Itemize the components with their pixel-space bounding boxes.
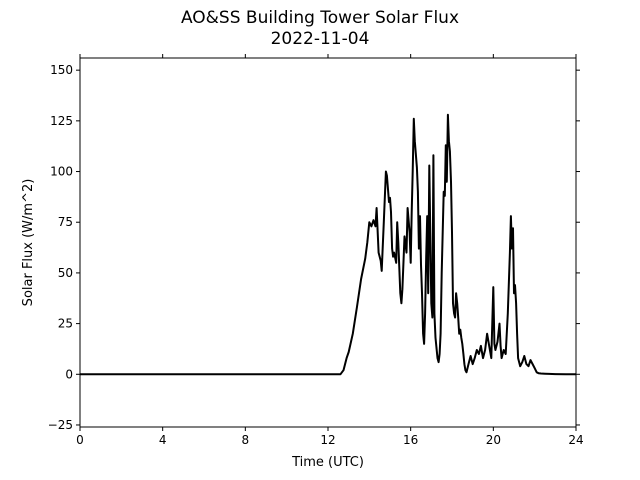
x-tick-label: 12 xyxy=(320,433,335,447)
y-axis-label: Solar Flux (W/m^2) xyxy=(21,179,36,307)
y-tick-label: −25 xyxy=(48,418,73,432)
y-tick-label: 100 xyxy=(50,165,73,179)
x-tick-label: 24 xyxy=(568,433,583,447)
y-tick-label: 75 xyxy=(58,215,73,229)
y-tick-label: 150 xyxy=(50,63,73,77)
x-tick-label: 8 xyxy=(242,433,250,447)
axes-frame xyxy=(79,57,577,428)
y-tick-label: 50 xyxy=(58,266,73,280)
y-tick-label: 0 xyxy=(65,367,73,381)
x-tick-label: 20 xyxy=(486,433,501,447)
x-tick-label: 4 xyxy=(159,433,167,447)
series-line xyxy=(80,113,576,376)
chart-subtitle: 2022-11-04 xyxy=(270,29,370,49)
chart-title: AO&SS Building Tower Solar Flux xyxy=(180,8,460,28)
y-tick-label: 125 xyxy=(50,114,73,128)
x-tick-label: 16 xyxy=(403,433,418,447)
y-tick-label: 25 xyxy=(58,317,73,331)
x-axis-label: Time (UTC) xyxy=(291,455,364,470)
x-tick-label: 0 xyxy=(76,433,84,447)
